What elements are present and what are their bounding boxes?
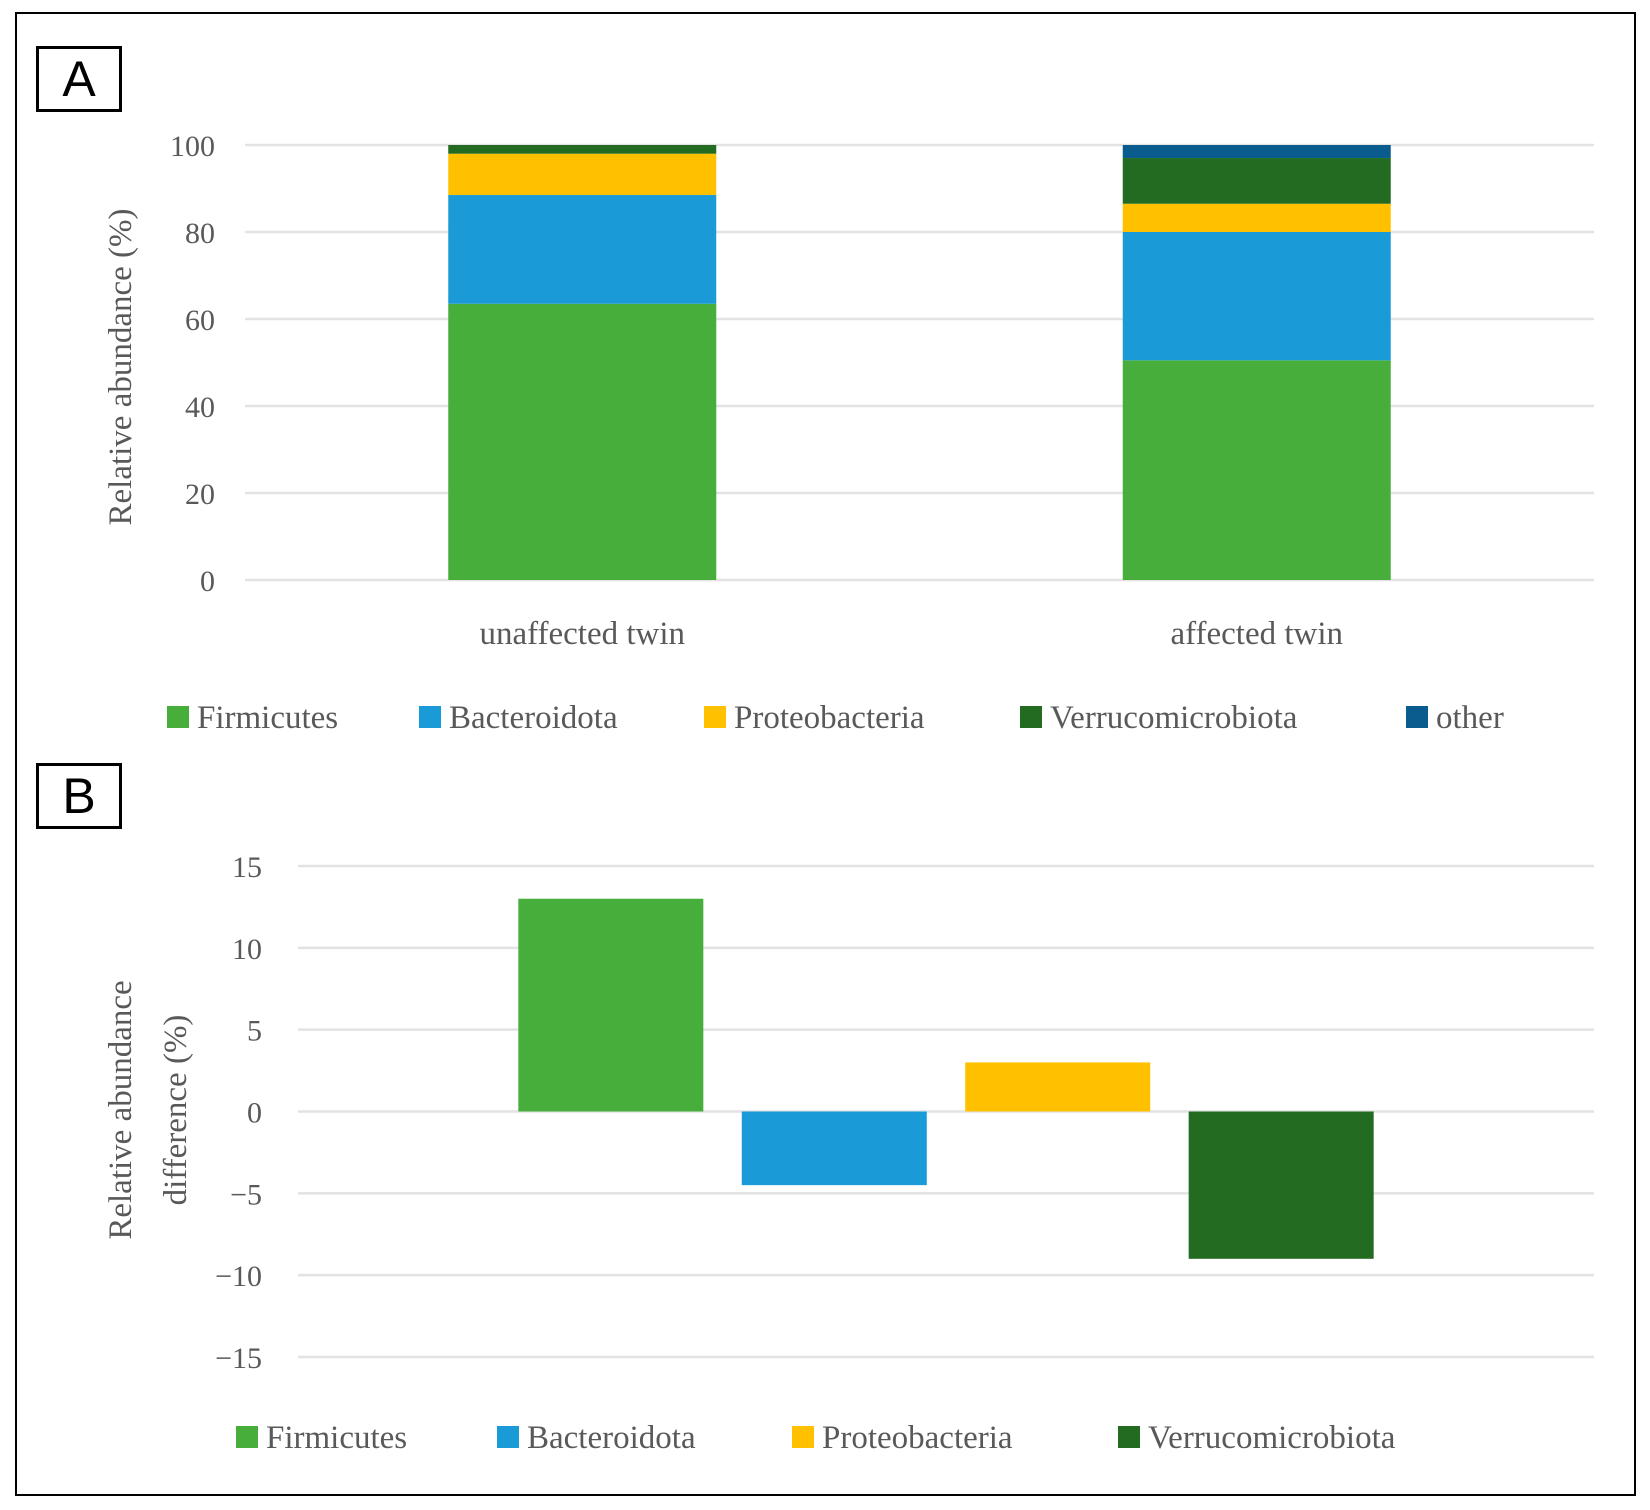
legend-label-proteobacteria: Proteobacteria <box>734 700 925 736</box>
bar-unaffected-twin-bacteroidota <box>448 195 717 304</box>
y-tick-label: 0 <box>247 1097 262 1130</box>
y-tick-label: 15 <box>232 851 262 884</box>
legend-swatch-verrucomicrobiota <box>1020 706 1042 728</box>
chart-b-bars <box>518 898 1374 1259</box>
legend-label-firmicutes: Firmicutes <box>266 1420 407 1456</box>
bar-affected-twin-proteobacteria <box>1122 203 1391 232</box>
bar-unaffected-twin-verrucomicrobiota <box>448 145 717 154</box>
legend-swatch-other <box>1406 706 1428 728</box>
chart-b-y-ticks: −15 −10 −5 0 5 10 15 <box>215 851 262 1375</box>
bar-affected-twin-other <box>1122 145 1391 159</box>
y-tick-label: −5 <box>230 1178 262 1211</box>
bar-unaffected-twin-firmicutes <box>448 303 717 580</box>
chart-a: 0 20 40 60 80 100 unaffected twin affected twi… <box>103 130 1594 736</box>
y-tick-label: −10 <box>215 1260 262 1293</box>
y-tick-label: 20 <box>185 478 215 511</box>
legend-label-verrucomicrobiota: Verrucomicrobiota <box>1050 700 1298 736</box>
legend-label-proteobacteria: Proteobacteria <box>822 1420 1013 1456</box>
x-category-label: affected twin <box>1170 616 1343 652</box>
bar-firmicutes <box>518 898 704 1112</box>
chart-b-legend: Firmicutes Bacteroidota Proteobacteria Verr… <box>236 1420 1396 1456</box>
legend-label-other: other <box>1436 700 1504 736</box>
bar-verrucomicrobiota <box>1188 1111 1374 1259</box>
legend-swatch-firmicutes <box>236 1426 258 1448</box>
bar-unaffected-twin-proteobacteria <box>448 153 717 196</box>
chart-b-y-axis-label-line1: Relative abundance <box>103 980 139 1239</box>
chart-a-legend: Firmicutes Bacteroidota Proteobacteria Verr… <box>167 700 1504 736</box>
panel-a-label: A <box>36 46 122 112</box>
y-tick-label: 5 <box>247 1015 262 1048</box>
y-tick-label: 80 <box>185 217 215 250</box>
legend-label-bacteroidota: Bacteroidota <box>527 1420 696 1456</box>
bar-proteobacteria <box>965 1062 1151 1112</box>
chart-a-y-ticks: 0 20 40 60 80 100 <box>170 130 215 598</box>
legend-swatch-proteobacteria <box>792 1426 814 1448</box>
bar-affected-twin-verrucomicrobiota <box>1122 158 1391 204</box>
legend-label-verrucomicrobiota: Verrucomicrobiota <box>1148 1420 1396 1456</box>
panel-b-label: B <box>36 763 122 829</box>
bar-bacteroidota <box>741 1111 927 1186</box>
chart-a-categories: unaffected twin affected twin <box>479 616 1343 652</box>
chart-b: −15 −10 −5 0 5 10 15 Relative abundance differ… <box>103 851 1594 1456</box>
legend-swatch-proteobacteria <box>704 706 726 728</box>
x-category-label: unaffected twin <box>479 616 685 652</box>
y-tick-label: 40 <box>185 391 215 424</box>
y-tick-label: 10 <box>232 933 262 966</box>
chart-a-bars <box>448 145 1391 580</box>
y-tick-label: −15 <box>215 1342 262 1375</box>
legend-swatch-bacteroidota <box>497 1426 519 1448</box>
legend-swatch-bacteroidota <box>419 706 441 728</box>
legend-label-firmicutes: Firmicutes <box>197 700 338 736</box>
y-tick-label: 60 <box>185 304 215 337</box>
chart-a-y-axis-label: Relative abundance (%) <box>103 208 139 525</box>
bar-affected-twin-firmicutes <box>1122 360 1391 580</box>
chart-a-gridlines <box>245 143 1594 582</box>
chart-b-gridlines <box>298 864 1594 1359</box>
bar-affected-twin-bacteroidota <box>1122 232 1391 361</box>
legend-swatch-firmicutes <box>167 706 189 728</box>
y-tick-label: 100 <box>170 130 215 163</box>
legend-swatch-verrucomicrobiota <box>1118 1426 1140 1448</box>
chart-b-y-axis-label-line2: difference (%) <box>158 1015 194 1206</box>
y-tick-label: 0 <box>200 565 215 598</box>
legend-label-bacteroidota: Bacteroidota <box>449 700 618 736</box>
